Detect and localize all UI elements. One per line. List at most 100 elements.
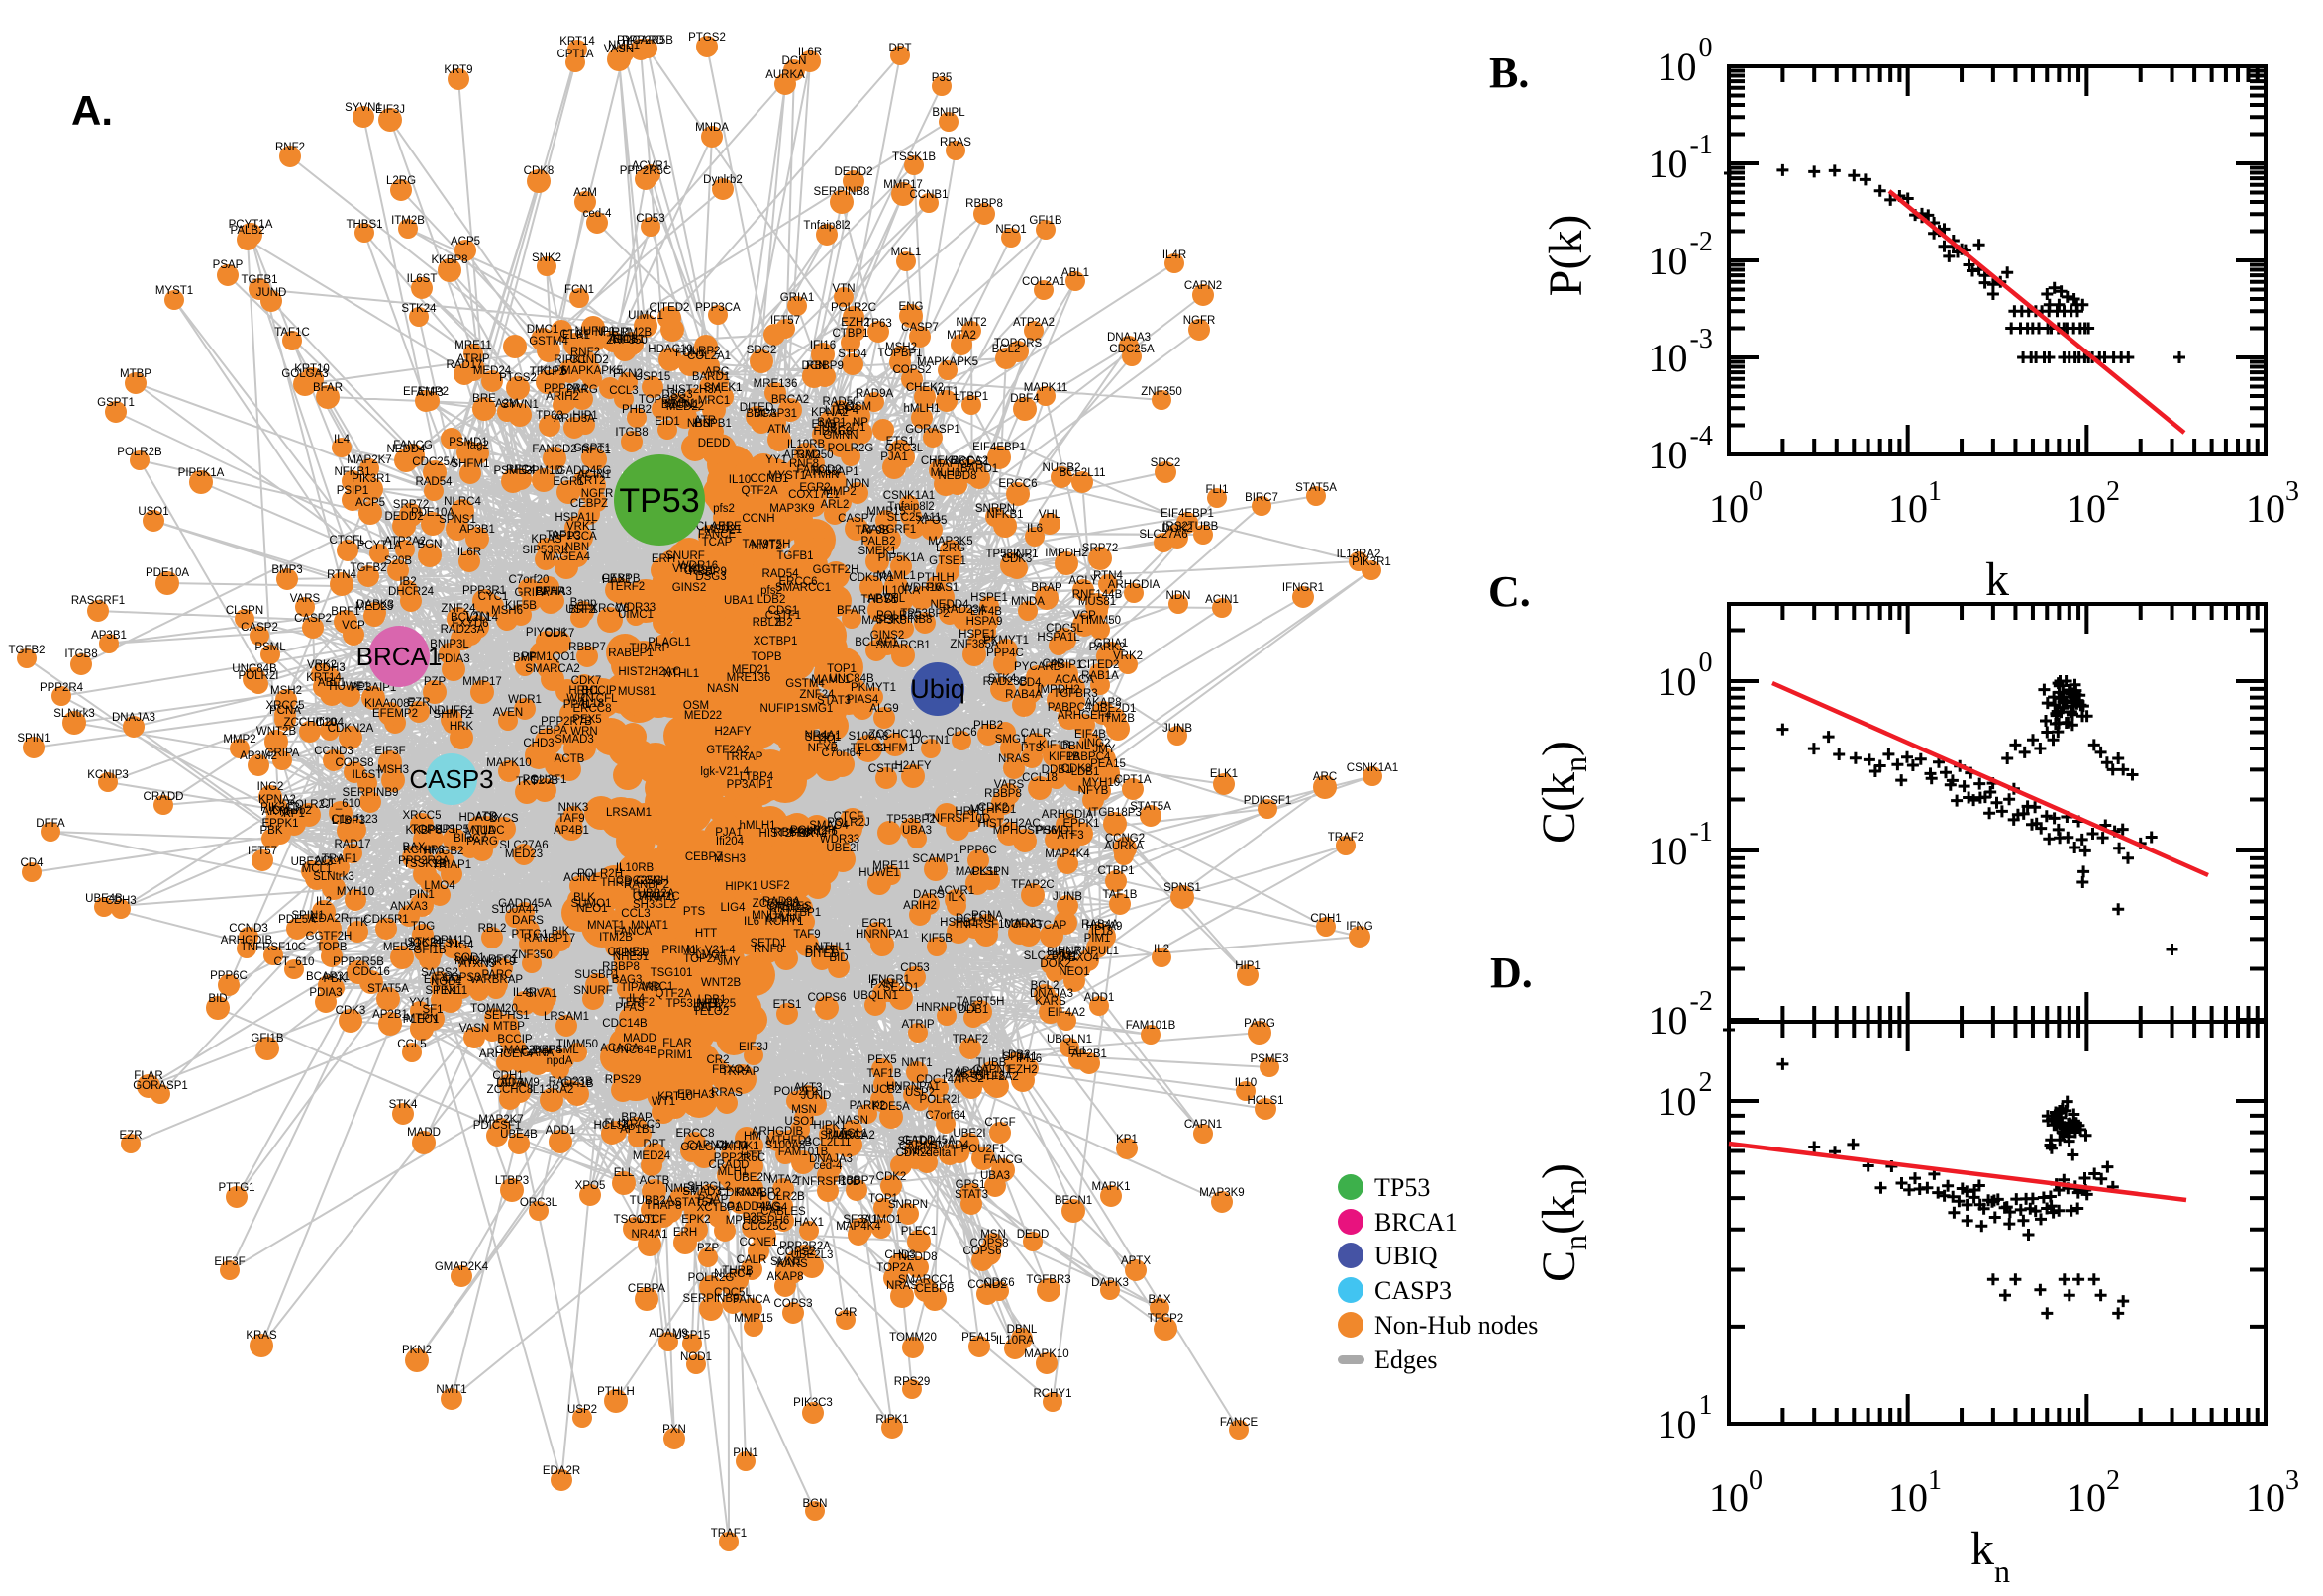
svg-text:ACVR1: ACVR1 <box>632 160 669 172</box>
svg-text:ADD1: ADD1 <box>1084 992 1115 1004</box>
svg-text:CAPN2: CAPN2 <box>1184 280 1222 292</box>
svg-text:RCHY1: RCHY1 <box>1034 1388 1072 1400</box>
svg-text:MSN: MSN <box>791 1104 817 1116</box>
svg-text:ELL: ELL <box>614 1167 635 1179</box>
svg-text:SIVA1: SIVA1 <box>526 988 557 1000</box>
svg-text:NMT2: NMT2 <box>956 317 986 329</box>
svg-text:MTBP: MTBP <box>493 1021 525 1033</box>
svg-text:GADD45A: GADD45A <box>902 1135 956 1147</box>
svg-text:BAX: BAX <box>402 842 425 853</box>
svg-text:HIPK1: HIPK1 <box>725 881 758 893</box>
svg-text:MED25: MED25 <box>355 601 393 613</box>
svg-text:TOPB: TOPB <box>751 651 781 663</box>
svg-text:CCNE1: CCNE1 <box>740 1237 778 1248</box>
svg-text:KRAS: KRAS <box>246 1330 277 1342</box>
svg-text:LDB2: LDB2 <box>1002 1049 1031 1061</box>
svg-text:TSG101: TSG101 <box>614 1214 656 1226</box>
svg-text:CCNH: CCNH <box>636 875 668 887</box>
svg-text:FANCE: FANCE <box>1220 1417 1259 1429</box>
svg-text:0: 0 <box>1749 1465 1763 1496</box>
svg-text:IFT57: IFT57 <box>770 315 800 327</box>
svg-text:-3: -3 <box>1690 324 1713 354</box>
svg-text:10: 10 <box>1888 1475 1928 1520</box>
svg-text:SMG1: SMG1 <box>995 734 1028 746</box>
svg-text:NASN: NASN <box>837 1115 868 1127</box>
svg-text:DITED: DITED <box>805 948 840 960</box>
svg-text:PRIM1: PRIM1 <box>661 945 696 956</box>
svg-text:USO1: USO1 <box>784 1116 815 1128</box>
svg-text:BGN: BGN <box>803 1498 828 1510</box>
svg-text:MCL1: MCL1 <box>891 247 922 258</box>
svg-text:POLR2J: POLR2J <box>287 799 330 811</box>
svg-text:A2M: A2M <box>573 187 597 199</box>
svg-text:WNT2B: WNT2B <box>701 977 742 989</box>
svg-text:PIK3C3: PIK3C3 <box>793 1397 833 1409</box>
svg-text:CDC5L: CDC5L <box>714 1287 752 1299</box>
svg-text:TELO2: TELO2 <box>851 743 886 754</box>
svg-text:BNIPL: BNIPL <box>932 107 965 119</box>
svg-text:ZNF350: ZNF350 <box>511 949 553 961</box>
svg-text:CDC16: CDC16 <box>353 966 390 978</box>
svg-text:PALB2: PALB2 <box>861 536 896 548</box>
svg-text:PIAS1: PIAS1 <box>927 582 960 594</box>
svg-text:PPP3CA: PPP3CA <box>695 302 741 314</box>
svg-text:DITED: DITED <box>740 402 774 414</box>
svg-text:NASN: NASN <box>707 683 739 695</box>
svg-text:SE2D1: SE2D1 <box>883 982 919 994</box>
svg-text:MMP17: MMP17 <box>462 676 502 688</box>
svg-text:TDG: TDG <box>411 921 435 933</box>
svg-text:MAPK11: MAPK11 <box>956 866 1000 878</box>
svg-text:UBE2N: UBE2N <box>734 1172 771 1184</box>
svg-text:NEO1: NEO1 <box>1059 966 1089 978</box>
svg-text:XRCC6: XRCC6 <box>623 1119 661 1131</box>
svg-text:NEDD8: NEDD8 <box>899 1251 938 1263</box>
svg-text:PTS: PTS <box>683 906 706 918</box>
svg-text:TUBB2A: TUBB2A <box>630 1195 674 1207</box>
svg-text:CTCFL: CTCFL <box>329 535 366 547</box>
svg-text:ARID3A: ARID3A <box>554 413 595 425</box>
svg-text:RBL2: RBL2 <box>478 923 507 935</box>
svg-text:TP53: TP53 <box>1374 1173 1430 1202</box>
svg-text:KLF6: KLF6 <box>540 365 567 377</box>
svg-text:WDR1: WDR1 <box>508 694 542 706</box>
svg-text:TNFRSF10D: TNFRSF10D <box>925 813 990 825</box>
svg-text:NGFR: NGFR <box>1183 315 1216 327</box>
svg-text:LMO4: LMO4 <box>695 949 727 961</box>
svg-text:IL6R: IL6R <box>798 47 822 58</box>
svg-text:SNURF: SNURF <box>665 550 705 562</box>
svg-text:10: 10 <box>2246 1475 2285 1520</box>
svg-text:10: 10 <box>1649 433 1688 477</box>
svg-text:GTF2A2: GTF2A2 <box>975 1071 1018 1083</box>
svg-text:MTA2: MTA2 <box>768 1174 798 1186</box>
svg-text:10: 10 <box>2067 1475 2106 1520</box>
svg-text:CDS1: CDS1 <box>960 456 990 468</box>
svg-text:pfs2: pfs2 <box>713 503 735 515</box>
svg-text:BAX: BAX <box>1148 1294 1170 1306</box>
svg-text:0: 0 <box>1699 648 1713 678</box>
svg-text:PKN2: PKN2 <box>402 1345 432 1356</box>
svg-text:P35: P35 <box>932 72 952 84</box>
svg-text:GRIA1: GRIA1 <box>780 292 815 304</box>
svg-text:2: 2 <box>2106 476 2120 507</box>
svg-text:VTN: VTN <box>833 283 856 295</box>
svg-text:ERCC8: ERCC8 <box>676 1128 715 1140</box>
svg-text:GRIPA: GRIPA <box>265 748 300 759</box>
svg-text:KKBP8: KKBP8 <box>405 825 442 837</box>
svg-text:PSAP: PSAP <box>213 259 244 271</box>
svg-text:CEBPA: CEBPA <box>628 1283 665 1295</box>
svg-text:UBA3: UBA3 <box>902 825 932 837</box>
svg-text:UBQLN1: UBQLN1 <box>1047 1034 1092 1046</box>
svg-text:UBE2I: UBE2I <box>826 843 858 854</box>
svg-text:MTBP: MTBP <box>120 368 152 380</box>
svg-text:PP3AIP1: PP3AIP1 <box>727 779 773 791</box>
svg-text:IFNG: IFNG <box>1346 921 1373 933</box>
svg-text:POLR2G: POLR2G <box>828 443 874 454</box>
svg-text:NFYB: NFYB <box>808 743 839 754</box>
svg-text:PSML: PSML <box>254 642 286 653</box>
svg-text:DEDD: DEDD <box>698 438 731 449</box>
svg-text:IL6: IL6 <box>744 916 759 928</box>
svg-text:BRE: BRE <box>472 393 496 405</box>
svg-text:ACP5: ACP5 <box>451 236 480 248</box>
svg-text:POLR2I: POLR2I <box>920 1094 960 1106</box>
svg-text:MNDA: MNDA <box>1011 596 1045 608</box>
